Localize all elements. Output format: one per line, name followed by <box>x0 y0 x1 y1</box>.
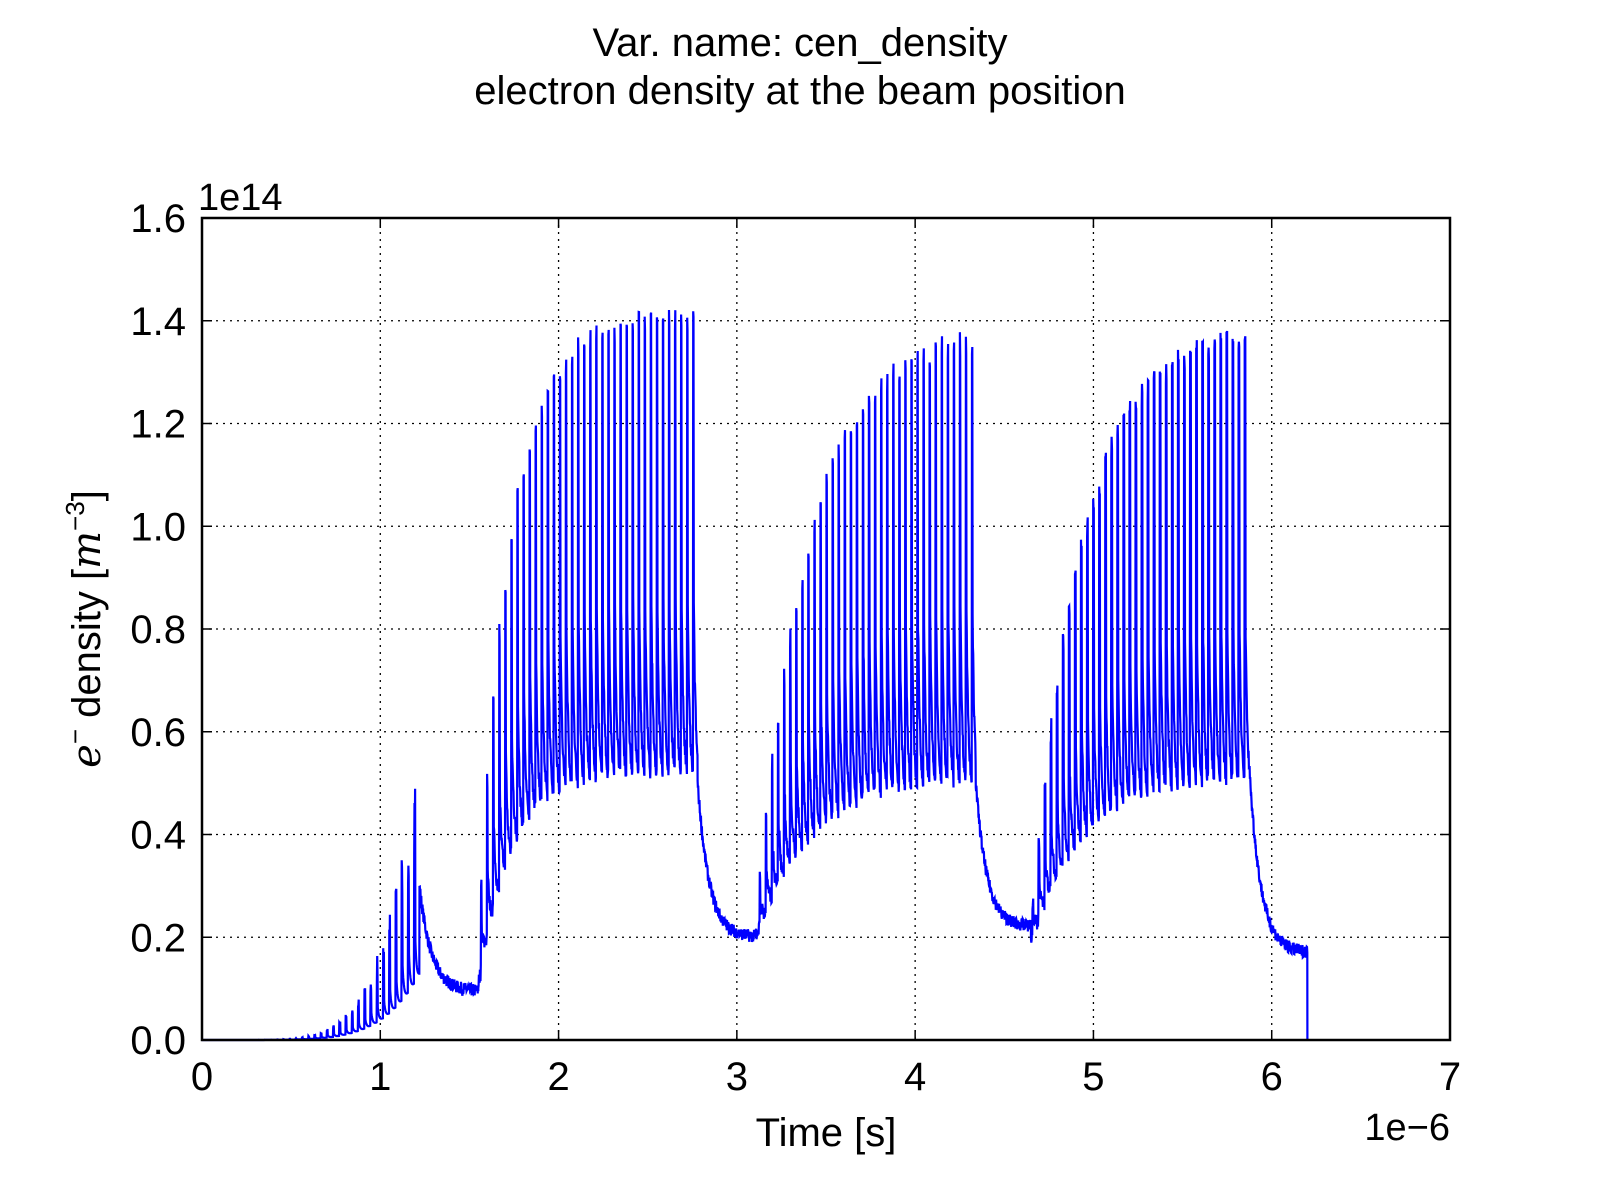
chart-subtitle: electron density at the beam position <box>474 69 1126 113</box>
y-tick-label: 0.8 <box>130 608 186 652</box>
y-tick-label: 1.0 <box>130 505 186 549</box>
y-tick-label: 1.6 <box>130 197 186 241</box>
series-line-electron-density <box>202 309 1309 1042</box>
x-tick-label: 0 <box>191 1055 213 1099</box>
y-tick-label: 0.4 <box>130 814 186 858</box>
x-multiplier: 1e−6 <box>1364 1107 1450 1149</box>
y-tick-label: 0.0 <box>130 1019 186 1063</box>
x-tick-label: 5 <box>1082 1055 1104 1099</box>
x-axis-ticks: 0 1 2 3 4 5 6 7 <box>191 218 1461 1099</box>
y-tick-label: 1.2 <box>130 403 186 447</box>
x-tick-label: 6 <box>1261 1055 1283 1099</box>
y-axis-ticks: 0.0 0.2 0.4 0.6 0.8 1.0 1.2 1.4 1.6 <box>130 197 1450 1063</box>
x-axis-label: Time [s] <box>756 1111 897 1155</box>
y-tick-label: 1.4 <box>130 300 186 344</box>
x-tick-label: 7 <box>1439 1055 1461 1099</box>
x-tick-label: 4 <box>904 1055 926 1099</box>
y-multiplier: 1e14 <box>198 177 283 219</box>
y-tick-label: 0.2 <box>130 916 186 960</box>
chart-title: Var. name: cen_density <box>592 21 1007 65</box>
x-tick-label: 3 <box>726 1055 748 1099</box>
x-tick-label: 1 <box>369 1055 391 1099</box>
y-axis-label: e− density [m−3] <box>60 490 110 768</box>
y-tick-label: 0.6 <box>130 711 186 755</box>
x-tick-label: 2 <box>547 1055 569 1099</box>
